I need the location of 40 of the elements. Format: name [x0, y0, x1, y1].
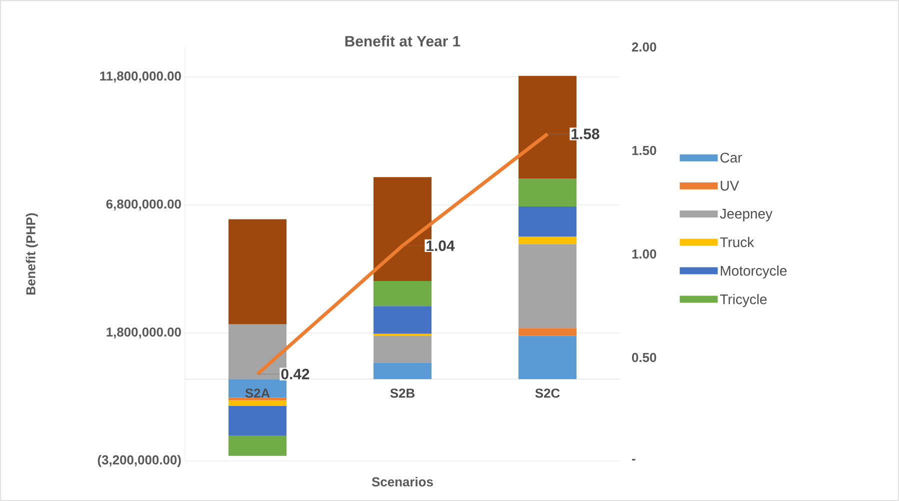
- y2-tick-label: 1.50: [632, 146, 656, 156]
- y-tick-label: 1,800,000.00: [106, 327, 181, 339]
- bar: [228, 379, 286, 398]
- y-tick-label: (3,200,000.00): [98, 454, 181, 468]
- data-label: 1.04: [426, 240, 455, 252]
- legend-label: Truck: [720, 236, 754, 248]
- bar: [518, 236, 577, 244]
- bar: [228, 398, 286, 400]
- legend-label: Jeepney: [720, 208, 772, 222]
- y-axis-title: Benefit (PHP): [26, 213, 38, 295]
- legend-label: Car: [720, 152, 742, 163]
- y2-tick-label: 1.00: [632, 249, 656, 259]
- bar: [228, 400, 286, 406]
- bar: [518, 244, 577, 328]
- bar: [518, 206, 577, 236]
- bar: [374, 336, 432, 363]
- data-label: 1.58: [572, 128, 600, 140]
- chart-title: Benefit at Year 1: [345, 36, 460, 46]
- legend-label: Tricycle: [720, 294, 767, 308]
- x-axis-title: Scenarios: [372, 476, 433, 486]
- y2-tick-label: 2.00: [632, 42, 656, 52]
- y-tick-label: 6,800,000.00: [106, 199, 181, 210]
- x-tick-label: S2A: [245, 388, 270, 398]
- bar: [374, 281, 432, 306]
- bar: [228, 219, 286, 324]
- y-tick-label: 11,800,000.00: [100, 71, 181, 82]
- bar: [228, 436, 286, 456]
- bar: [228, 406, 286, 436]
- bar: [518, 336, 577, 380]
- bar: [374, 362, 432, 380]
- x-tick-label: S2B: [390, 388, 415, 398]
- y2-tick-label: 0.50: [632, 352, 656, 362]
- bar: [374, 306, 432, 334]
- legend-label: Motorcycle: [720, 265, 787, 278]
- bar: [518, 328, 577, 336]
- x-tick-label: S2C: [535, 388, 560, 398]
- legend-label: UV: [720, 180, 740, 191]
- data-label: 0.42: [281, 368, 310, 380]
- y2-tick-label: -: [632, 458, 636, 460]
- bar: [518, 178, 577, 207]
